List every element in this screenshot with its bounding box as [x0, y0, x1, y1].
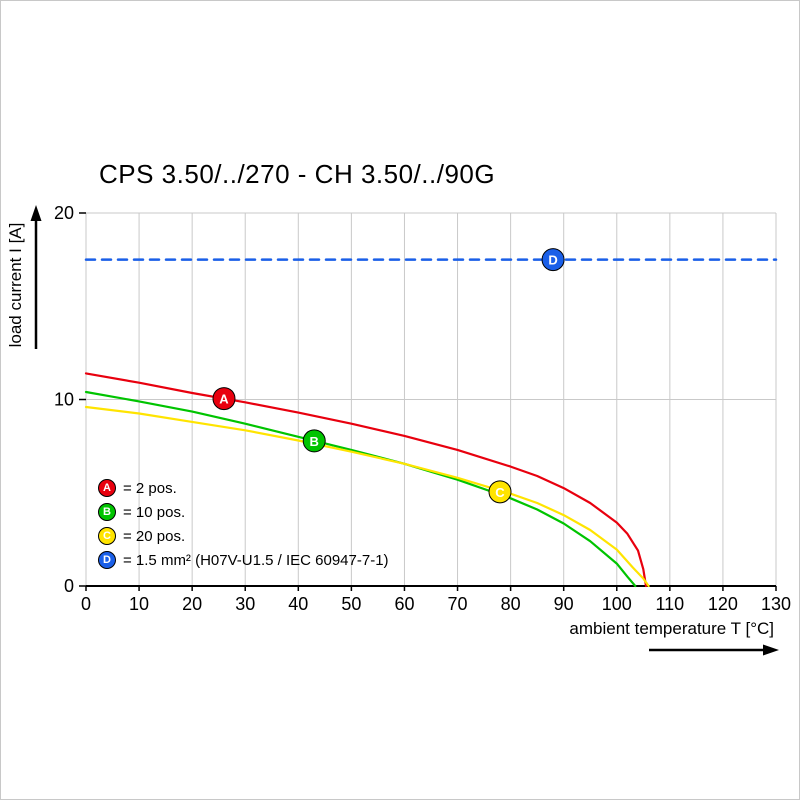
svg-text:D: D	[548, 253, 557, 268]
legend-item-a: A = 2 pos.	[98, 479, 389, 497]
curve-C	[84, 405, 650, 588]
svg-text:70: 70	[448, 594, 468, 614]
svg-text:30: 30	[235, 594, 255, 614]
legend-label-d: = 1.5 mm² (H07V-U1.5 / IEC 60947-7-1)	[123, 551, 389, 569]
marker-c-icon	[488, 480, 512, 504]
svg-text:50: 50	[341, 594, 361, 614]
svg-text:60: 60	[394, 594, 414, 614]
svg-text:10: 10	[54, 390, 74, 410]
curve-markers: A B C D	[212, 248, 565, 504]
svg-text:120: 120	[708, 594, 738, 614]
svg-text:A: A	[219, 392, 229, 407]
grid-lines	[85, 212, 777, 586]
svg-text:110: 110	[655, 594, 684, 614]
svg-text:0: 0	[81, 594, 91, 614]
curve-B	[84, 390, 637, 588]
chart-legend: A = 2 pos. B = 10 pos. C = 20 pos. D = 1…	[98, 479, 389, 569]
legend-marker-d-icon: D	[98, 551, 116, 569]
tick-labels: 0 10 20 30 40 50 60 70 80 90 100 110 120 130 0 10 20	[54, 203, 791, 614]
axes	[79, 212, 777, 591]
chart-title: CPS 3.50/../270 - CH 3.50/../90G	[99, 159, 496, 189]
marker-b-icon	[302, 429, 326, 453]
legend-item-b: B = 10 pos.	[98, 503, 389, 521]
marker-d-icon	[541, 248, 565, 272]
legend-item-c: C = 20 pos.	[98, 527, 389, 545]
series-curves	[84, 258, 778, 588]
legend-marker-c-icon: C	[98, 527, 116, 545]
svg-text:10: 10	[129, 594, 149, 614]
legend-marker-b-icon: B	[98, 503, 116, 521]
svg-text:90: 90	[554, 594, 574, 614]
legend-marker-a-icon: A	[98, 479, 116, 497]
svg-text:80: 80	[501, 594, 521, 614]
svg-text:100: 100	[602, 594, 632, 614]
x-axis-label: ambient temperature T [°C]	[569, 619, 774, 638]
svg-text:130: 130	[761, 594, 791, 614]
svg-text:0: 0	[64, 576, 74, 596]
marker-a-icon	[212, 387, 236, 411]
svg-text:C: C	[495, 485, 505, 500]
svg-text:40: 40	[288, 594, 308, 614]
legend-label-c: = 20 pos.	[123, 527, 186, 545]
axis-arrows	[30, 205, 779, 656]
legend-item-d: D = 1.5 mm² (H07V-U1.5 / IEC 60947-7-1)	[98, 551, 389, 569]
svg-text:20: 20	[182, 594, 202, 614]
svg-text:B: B	[310, 434, 319, 449]
legend-label-a: = 2 pos.	[123, 479, 177, 497]
legend-label-b: = 10 pos.	[123, 503, 186, 521]
svg-text:20: 20	[54, 203, 74, 223]
